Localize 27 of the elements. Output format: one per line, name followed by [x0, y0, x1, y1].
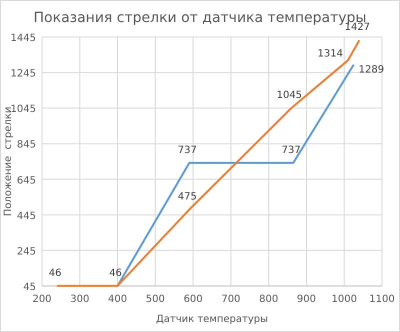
- y-tick-label: 45: [23, 282, 36, 293]
- data-label: 737: [282, 144, 301, 156]
- y-tick-label: 845: [16, 140, 36, 151]
- y-tick-label: 245: [16, 246, 36, 258]
- x-tick-label: 800: [259, 294, 278, 305]
- x-tick-label: 1000: [331, 294, 357, 305]
- data-label: 46: [109, 268, 122, 279]
- data-label: 1427: [344, 22, 370, 34]
- data-label: 475: [178, 192, 197, 203]
- x-axis-title: Датчик температуры: [156, 314, 268, 325]
- data-label: 737: [178, 144, 197, 156]
- x-tick-label: 900: [296, 294, 316, 305]
- y-tick-label: 445: [16, 210, 36, 222]
- y-tick-label: 1245: [10, 68, 36, 80]
- y-tick-label: 645: [16, 175, 36, 186]
- data-label: 1045: [276, 90, 302, 102]
- x-tick-label: 700: [221, 294, 240, 305]
- data-label: 46: [48, 268, 62, 279]
- x-tick-label: 200: [32, 294, 52, 305]
- data-label: 1314: [318, 48, 343, 60]
- x-tick-label: 500: [146, 294, 165, 305]
- x-tick-label: 600: [184, 294, 203, 305]
- x-tick-label: 1100: [369, 294, 395, 305]
- x-tick-label: 300: [70, 294, 90, 305]
- y-tick-label: 1445: [10, 33, 36, 44]
- data-label: 1289: [358, 64, 384, 76]
- x-tick-label: 400: [108, 294, 128, 305]
